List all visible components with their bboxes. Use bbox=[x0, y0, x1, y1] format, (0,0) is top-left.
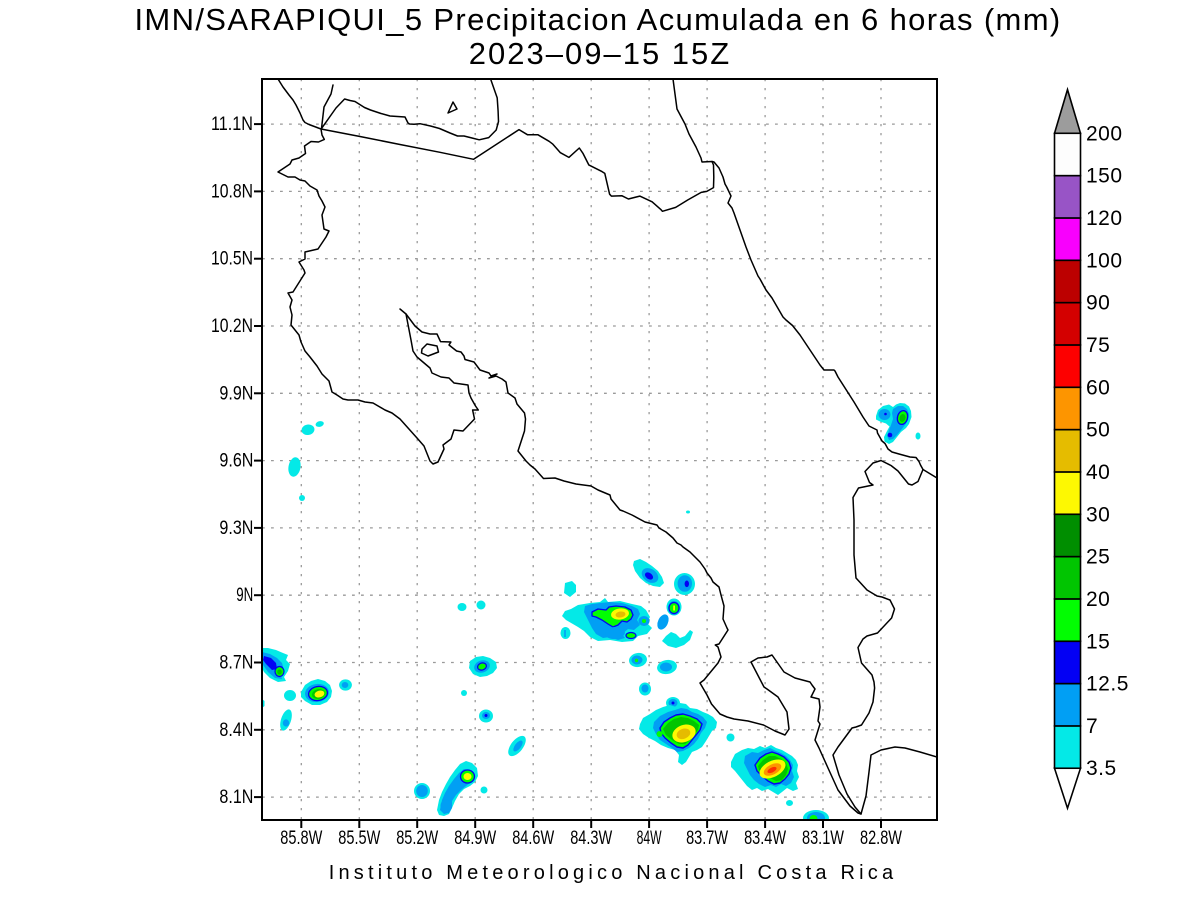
svg-text:120: 120 bbox=[1086, 207, 1123, 230]
svg-text:IMN/SARAPIQUI_5 Precipitacion: IMN/SARAPIQUI_5 Precipitacion Acumulada … bbox=[134, 2, 1061, 37]
svg-text:83.1W: 83.1W bbox=[802, 828, 844, 849]
svg-text:9N: 9N bbox=[236, 585, 253, 606]
svg-text:84.9W: 84.9W bbox=[454, 828, 496, 849]
svg-text:84.6W: 84.6W bbox=[512, 828, 554, 849]
svg-text:2023–09–15 15Z: 2023–09–15 15Z bbox=[469, 36, 731, 71]
svg-text:84.3W: 84.3W bbox=[570, 828, 612, 849]
svg-text:15: 15 bbox=[1086, 630, 1110, 653]
svg-text:9.3N: 9.3N bbox=[219, 518, 253, 539]
svg-text:10.5N: 10.5N bbox=[211, 249, 253, 270]
svg-text:25: 25 bbox=[1086, 546, 1110, 569]
svg-text:11.1N: 11.1N bbox=[211, 114, 253, 135]
svg-text:10.8N: 10.8N bbox=[211, 181, 253, 202]
svg-text:20: 20 bbox=[1086, 588, 1110, 611]
svg-text:75: 75 bbox=[1086, 334, 1110, 357]
svg-text:8.1N: 8.1N bbox=[219, 787, 253, 808]
svg-text:50: 50 bbox=[1086, 419, 1110, 442]
svg-text:8.4N: 8.4N bbox=[219, 720, 253, 741]
svg-text:30: 30 bbox=[1086, 503, 1110, 526]
svg-text:7: 7 bbox=[1086, 715, 1098, 738]
svg-text:85.5W: 85.5W bbox=[338, 828, 380, 849]
svg-text:85.8W: 85.8W bbox=[280, 828, 322, 849]
svg-text:100: 100 bbox=[1086, 249, 1123, 272]
svg-text:82.8W: 82.8W bbox=[860, 828, 902, 849]
svg-text:200: 200 bbox=[1086, 122, 1123, 145]
svg-text:84W: 84W bbox=[637, 828, 662, 849]
svg-text:9.9N: 9.9N bbox=[219, 383, 253, 404]
svg-text:10.2N: 10.2N bbox=[211, 316, 253, 337]
svg-text:8.7N: 8.7N bbox=[219, 653, 253, 674]
svg-text:150: 150 bbox=[1086, 165, 1123, 188]
svg-text:9.6N: 9.6N bbox=[219, 451, 253, 472]
svg-text:60: 60 bbox=[1086, 376, 1110, 399]
svg-text:83.4W: 83.4W bbox=[744, 828, 786, 849]
svg-text:3.5: 3.5 bbox=[1086, 757, 1117, 780]
svg-text:Instituto Meteorologico Nacion: Instituto Meteorologico Nacional Costa R… bbox=[329, 862, 898, 884]
svg-text:85.2W: 85.2W bbox=[396, 828, 438, 849]
svg-text:83.7W: 83.7W bbox=[686, 828, 728, 849]
svg-text:40: 40 bbox=[1086, 461, 1110, 484]
svg-text:90: 90 bbox=[1086, 292, 1110, 315]
svg-text:12.5: 12.5 bbox=[1086, 673, 1129, 696]
